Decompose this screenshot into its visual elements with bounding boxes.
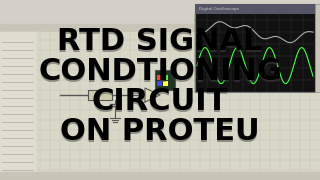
Text: Digital Oscilloscope: Digital Oscilloscope [199, 7, 239, 11]
Text: CIRCUIT: CIRCUIT [92, 87, 228, 116]
Bar [195, 4, 315, 92]
Bar [0, 0, 320, 12]
Bar [0, 32, 320, 180]
Text: CONDTIONING: CONDTIONING [38, 57, 282, 87]
Bar [0, 12, 320, 24]
Polygon shape [145, 88, 160, 102]
Bar [155, 70, 175, 90]
Text: CIRCUIT: CIRCUIT [92, 89, 228, 118]
Text: ON PROTEU: ON PROTEU [60, 118, 260, 147]
Bar [195, 4, 315, 14]
Bar [157, 81, 162, 86]
Bar [163, 81, 168, 86]
Bar [88, 90, 112, 100]
Text: RTD SIGNAL: RTD SIGNAL [57, 28, 263, 57]
Bar [0, 172, 320, 180]
Bar [157, 75, 162, 80]
Text: RTD SIGNAL: RTD SIGNAL [57, 28, 263, 57]
Bar [0, 32, 35, 180]
Bar [0, 24, 320, 32]
Bar [315, 4, 320, 92]
Bar [163, 75, 168, 80]
Text: ON PROTEU: ON PROTEU [60, 118, 260, 147]
Text: CONDTIONING: CONDTIONING [38, 58, 282, 87]
